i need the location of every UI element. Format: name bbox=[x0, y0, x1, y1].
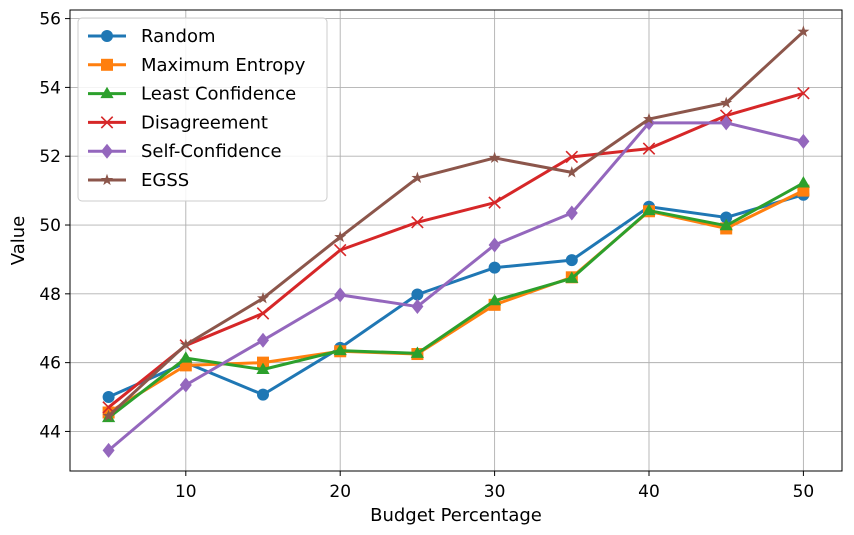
legend-label: Maximum Entropy bbox=[141, 55, 306, 76]
y-tick-label: 50 bbox=[39, 216, 61, 236]
y-tick-label: 52 bbox=[39, 147, 61, 167]
y-axis-label: Value bbox=[8, 216, 29, 265]
data-point-disagreement bbox=[642, 142, 656, 155]
x-tick-label: 10 bbox=[175, 482, 197, 502]
legend-label: Disagreement bbox=[141, 112, 268, 133]
data-point-random bbox=[488, 261, 501, 274]
legend-label: Random bbox=[141, 26, 216, 47]
data-point-egss bbox=[102, 409, 115, 422]
data-point-disagreement bbox=[488, 196, 501, 209]
y-tick-label: 44 bbox=[39, 422, 61, 442]
series-line-random bbox=[107, 193, 804, 399]
data-point-least-confidence bbox=[642, 203, 656, 216]
series-line-self-confidence bbox=[107, 121, 804, 452]
legend-marker bbox=[101, 58, 113, 71]
data-point-egss bbox=[334, 230, 347, 243]
data-point-egss bbox=[643, 112, 655, 125]
data-point-disagreement bbox=[797, 86, 810, 100]
y-tick-label: 46 bbox=[39, 354, 61, 374]
data-point-egss bbox=[179, 338, 192, 350]
data-point-least-confidence bbox=[719, 218, 733, 231]
data-point-disagreement bbox=[256, 307, 270, 320]
data-point-self-confidence bbox=[720, 115, 733, 131]
data-point-egss bbox=[565, 166, 578, 178]
series-line-disagreement bbox=[107, 91, 804, 409]
legend-item-self-confidence: Self-Confidence bbox=[88, 141, 282, 162]
legend-marker bbox=[100, 116, 114, 129]
legend-marker bbox=[101, 143, 113, 159]
data-point-least-confidence bbox=[488, 293, 502, 306]
plot-frame bbox=[69, 9, 843, 472]
data-point-random bbox=[102, 391, 115, 404]
legend-item-least-confidence: Least Confidence bbox=[88, 84, 296, 105]
data-point-least-confidence bbox=[333, 343, 347, 356]
data-point-self-confidence bbox=[334, 287, 347, 303]
data-point-egss bbox=[257, 292, 269, 304]
x-tick-label: 50 bbox=[793, 482, 815, 502]
data-point-egss bbox=[797, 25, 810, 37]
y-tick-label: 54 bbox=[39, 78, 61, 98]
ticks: 10 20 30 40 50 44 46 48 50 52 54 56 bbox=[39, 10, 814, 502]
data-point-random bbox=[411, 288, 424, 301]
legend-marker bbox=[101, 173, 113, 186]
y-tick-label: 48 bbox=[39, 285, 61, 305]
data-point-disagreement bbox=[565, 150, 579, 164]
data-point-disagreement bbox=[411, 216, 424, 229]
data-point-least-confidence bbox=[565, 271, 579, 283]
series-line-least-confidence bbox=[107, 181, 805, 419]
legend-label: Self-Confidence bbox=[141, 141, 282, 162]
data-point-self-confidence bbox=[411, 299, 424, 315]
data-point-random bbox=[257, 388, 269, 401]
legend-item-maximum-entropy: Maximum Entropy bbox=[88, 55, 306, 76]
series-line-egss bbox=[107, 30, 805, 418]
data-point-self-confidence bbox=[565, 205, 578, 221]
legend-item-egss: EGSS bbox=[88, 170, 189, 191]
data-point-least-confidence bbox=[410, 346, 424, 358]
series-line-maximum-entropy bbox=[107, 189, 805, 414]
legend-marker bbox=[100, 86, 114, 99]
data-point-least-confidence bbox=[796, 176, 810, 188]
series-egss bbox=[102, 25, 810, 422]
x-tick-label: 40 bbox=[638, 482, 660, 502]
legend-marker bbox=[101, 30, 113, 42]
data-point-least-confidence bbox=[179, 351, 193, 363]
series-layer bbox=[102, 25, 810, 458]
legend: Random Maximum Entropy Least Confidence Dis… bbox=[77, 17, 328, 202]
series-self-confidence bbox=[102, 115, 810, 458]
data-point-random bbox=[720, 211, 733, 224]
x-tick-label: 20 bbox=[329, 482, 351, 502]
legend-label: EGSS bbox=[141, 170, 189, 191]
data-point-egss bbox=[488, 151, 501, 164]
x-tick-label: 30 bbox=[484, 482, 506, 502]
data-point-egss bbox=[411, 171, 424, 183]
series-maximum-entropy bbox=[102, 184, 810, 419]
data-point-random bbox=[565, 254, 578, 267]
data-point-least-confidence bbox=[256, 362, 270, 375]
legend-item-random: Random bbox=[88, 26, 216, 47]
y-tick-label: 56 bbox=[39, 10, 61, 30]
legend-item-disagreement: Disagreement bbox=[88, 112, 268, 133]
data-point-disagreement bbox=[333, 243, 347, 257]
data-point-self-confidence bbox=[179, 377, 192, 393]
legend-box bbox=[77, 17, 328, 202]
data-point-self-confidence bbox=[488, 237, 501, 253]
data-point-egss bbox=[720, 96, 733, 108]
data-point-maximum-entropy bbox=[797, 184, 810, 197]
x-axis-label: Budget Percentage bbox=[370, 505, 542, 526]
data-point-self-confidence bbox=[257, 332, 269, 348]
data-point-self-confidence bbox=[797, 133, 810, 149]
data-point-self-confidence bbox=[102, 442, 115, 458]
legend-label: Least Confidence bbox=[141, 84, 296, 105]
